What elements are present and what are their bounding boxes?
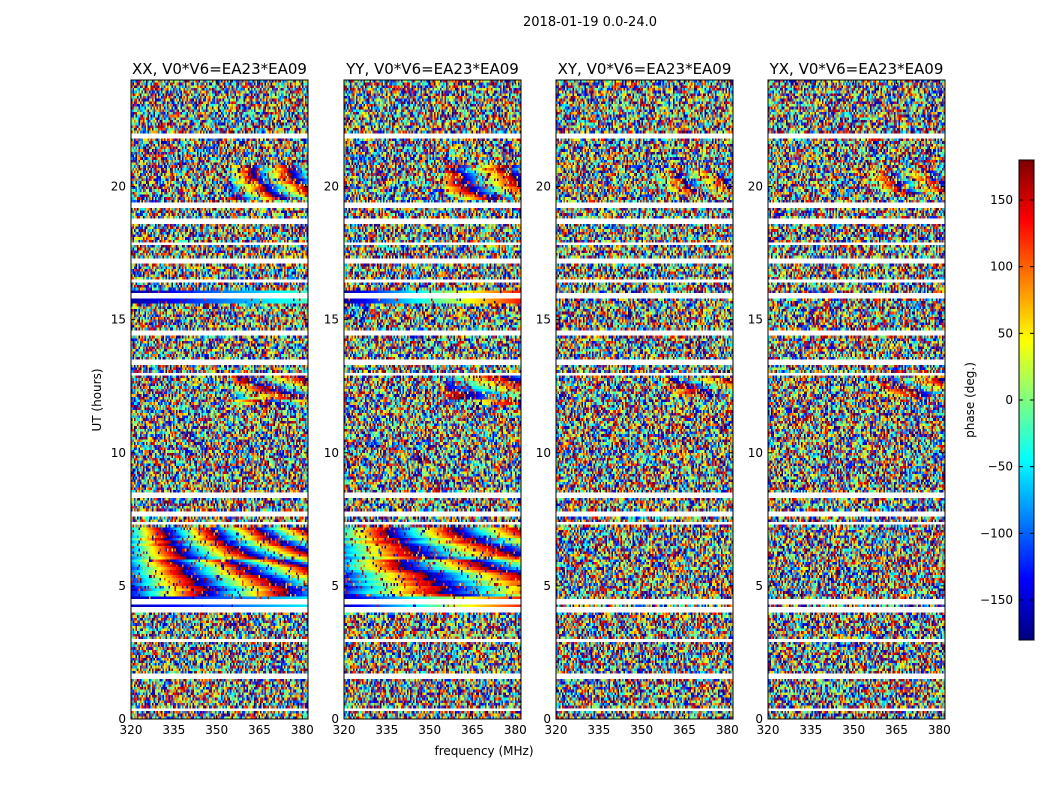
x-tick-label: 365 bbox=[461, 723, 484, 737]
y-tick-label: 20 bbox=[111, 180, 126, 194]
panel-title: YY, V0*V6=EA23*EA09 bbox=[345, 60, 519, 78]
x-tick-label: 380 bbox=[291, 723, 314, 737]
x-tick-label: 365 bbox=[248, 723, 271, 737]
panel-title: YX, V0*V6=EA23*EA09 bbox=[769, 60, 944, 78]
colorbar-tick-label: 100 bbox=[990, 260, 1013, 274]
x-tick-label: 350 bbox=[418, 723, 441, 737]
x-tick-label: 365 bbox=[885, 723, 908, 737]
figure-suptitle: 2018-01-19 0.0-24.0 bbox=[523, 15, 657, 30]
colorbar-tick-label: −50 bbox=[988, 460, 1013, 474]
heatmap-image-xx bbox=[131, 80, 308, 719]
x-tick-label: 380 bbox=[716, 723, 739, 737]
x-tick-label: 380 bbox=[504, 723, 527, 737]
y-tick-label: 20 bbox=[748, 180, 763, 194]
x-tick-label: 380 bbox=[928, 723, 951, 737]
x-tick-label: 350 bbox=[842, 723, 865, 737]
panel-frame bbox=[343, 79, 522, 720]
x-tick-label: 350 bbox=[205, 723, 228, 737]
y-tick-label: 10 bbox=[536, 446, 551, 460]
x-tick-label: 335 bbox=[162, 723, 185, 737]
y-tick-label: 0 bbox=[543, 712, 551, 726]
y-tick-label: 15 bbox=[748, 313, 763, 327]
y-tick-label: 5 bbox=[118, 579, 126, 593]
x-tick-label: 320 bbox=[120, 723, 143, 737]
panel-frame bbox=[130, 79, 309, 720]
y-axis-label: UT (hours) bbox=[90, 368, 104, 431]
y-tick-label: 0 bbox=[755, 712, 763, 726]
y-tick-label: 15 bbox=[536, 313, 551, 327]
colorbar-tick-label: 50 bbox=[998, 326, 1013, 340]
colorbar-tick-label: −150 bbox=[980, 593, 1013, 607]
y-tick-label: 10 bbox=[324, 446, 339, 460]
x-tick-label: 335 bbox=[799, 723, 822, 737]
x-tick-label: 335 bbox=[375, 723, 398, 737]
panel-yy: YY, V0*V6=EA23*EA09 320 335 350 365 380 0 5 10 15… bbox=[324, 60, 527, 737]
colorbar-tick-label: 0 bbox=[1005, 393, 1013, 407]
y-tick-label: 0 bbox=[331, 712, 339, 726]
y-tick-label: 5 bbox=[543, 579, 551, 593]
colorbar-tick-label: −100 bbox=[980, 526, 1013, 540]
heatmap-image-yx bbox=[768, 80, 945, 719]
x-tick-label: 335 bbox=[587, 723, 610, 737]
panel-frame bbox=[767, 79, 946, 720]
y-tick-label: 15 bbox=[324, 313, 339, 327]
y-tick-label: 5 bbox=[755, 579, 763, 593]
y-tick-label: 10 bbox=[748, 446, 763, 460]
heatmap-image-xy bbox=[556, 80, 733, 719]
y-tick-label: 20 bbox=[536, 180, 551, 194]
x-tick-label: 320 bbox=[757, 723, 780, 737]
y-tick-label: 0 bbox=[118, 712, 126, 726]
x-tick-label: 365 bbox=[673, 723, 696, 737]
panel-xy: XY, V0*V6=EA23*EA09 320 335 350 365 380 0 5 10 15… bbox=[536, 60, 739, 737]
panel-xx: XX, V0*V6=EA23*EA09 320 335 350 365 380 0 5 10 15… bbox=[111, 60, 314, 737]
colorbar-gradient bbox=[1019, 160, 1034, 640]
colorbar-tick-label: 150 bbox=[990, 193, 1013, 207]
panel-title: XX, V0*V6=EA23*EA09 bbox=[132, 60, 307, 78]
y-tick-label: 10 bbox=[111, 446, 126, 460]
y-tick-label: 15 bbox=[111, 313, 126, 327]
heatmap-image-yy bbox=[344, 80, 521, 719]
panel-frame bbox=[555, 79, 734, 720]
x-tick-label: 350 bbox=[630, 723, 653, 737]
panel-yx: YX, V0*V6=EA23*EA09 320 335 350 365 380 0 5 10 15… bbox=[748, 60, 951, 737]
y-tick-label: 20 bbox=[324, 180, 339, 194]
x-tick-label: 320 bbox=[545, 723, 568, 737]
colorbar-label: phase (deg.) bbox=[963, 362, 977, 438]
y-tick-label: 5 bbox=[331, 579, 339, 593]
colorbar: 150 100 50 0 −50 −100 −150 bbox=[980, 159, 1035, 641]
panel-title: XY, V0*V6=EA23*EA09 bbox=[558, 60, 732, 78]
panels-group: XX, V0*V6=EA23*EA09 320 335 350 365 380 0 5 10 15… bbox=[111, 60, 951, 737]
x-tick-label: 320 bbox=[333, 723, 356, 737]
x-axis-label: frequency (MHz) bbox=[434, 744, 533, 758]
